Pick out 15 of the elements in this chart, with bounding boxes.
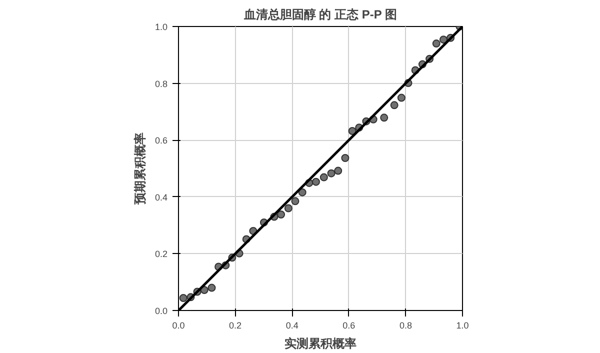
y-tick-label: 0.2 (154, 249, 168, 260)
chart-title: 血清总胆固醇 的 正态 P-P 图 (242, 8, 397, 22)
y-tick-label: 0.4 (154, 192, 168, 202)
y-axis-title: 预期累积概率 (132, 132, 147, 206)
x-axis-title: 实测累积概率 (284, 336, 356, 350)
y-tick-label: 1.0 (154, 22, 168, 32)
x-tick-label: 1.0 (456, 320, 469, 330)
x-tick-label: 0.6 (342, 320, 356, 330)
y-tick-label: 0.6 (154, 136, 168, 146)
x-tick-label: 0.8 (399, 320, 412, 330)
x-tick-label: 0.4 (286, 320, 298, 330)
x-tick-label: 0.0 (172, 320, 185, 330)
y-tick-label: 0.8 (154, 78, 168, 89)
x-tick-label: 0.2 (229, 320, 242, 330)
y-tick-label: 0.0 (154, 306, 168, 316)
